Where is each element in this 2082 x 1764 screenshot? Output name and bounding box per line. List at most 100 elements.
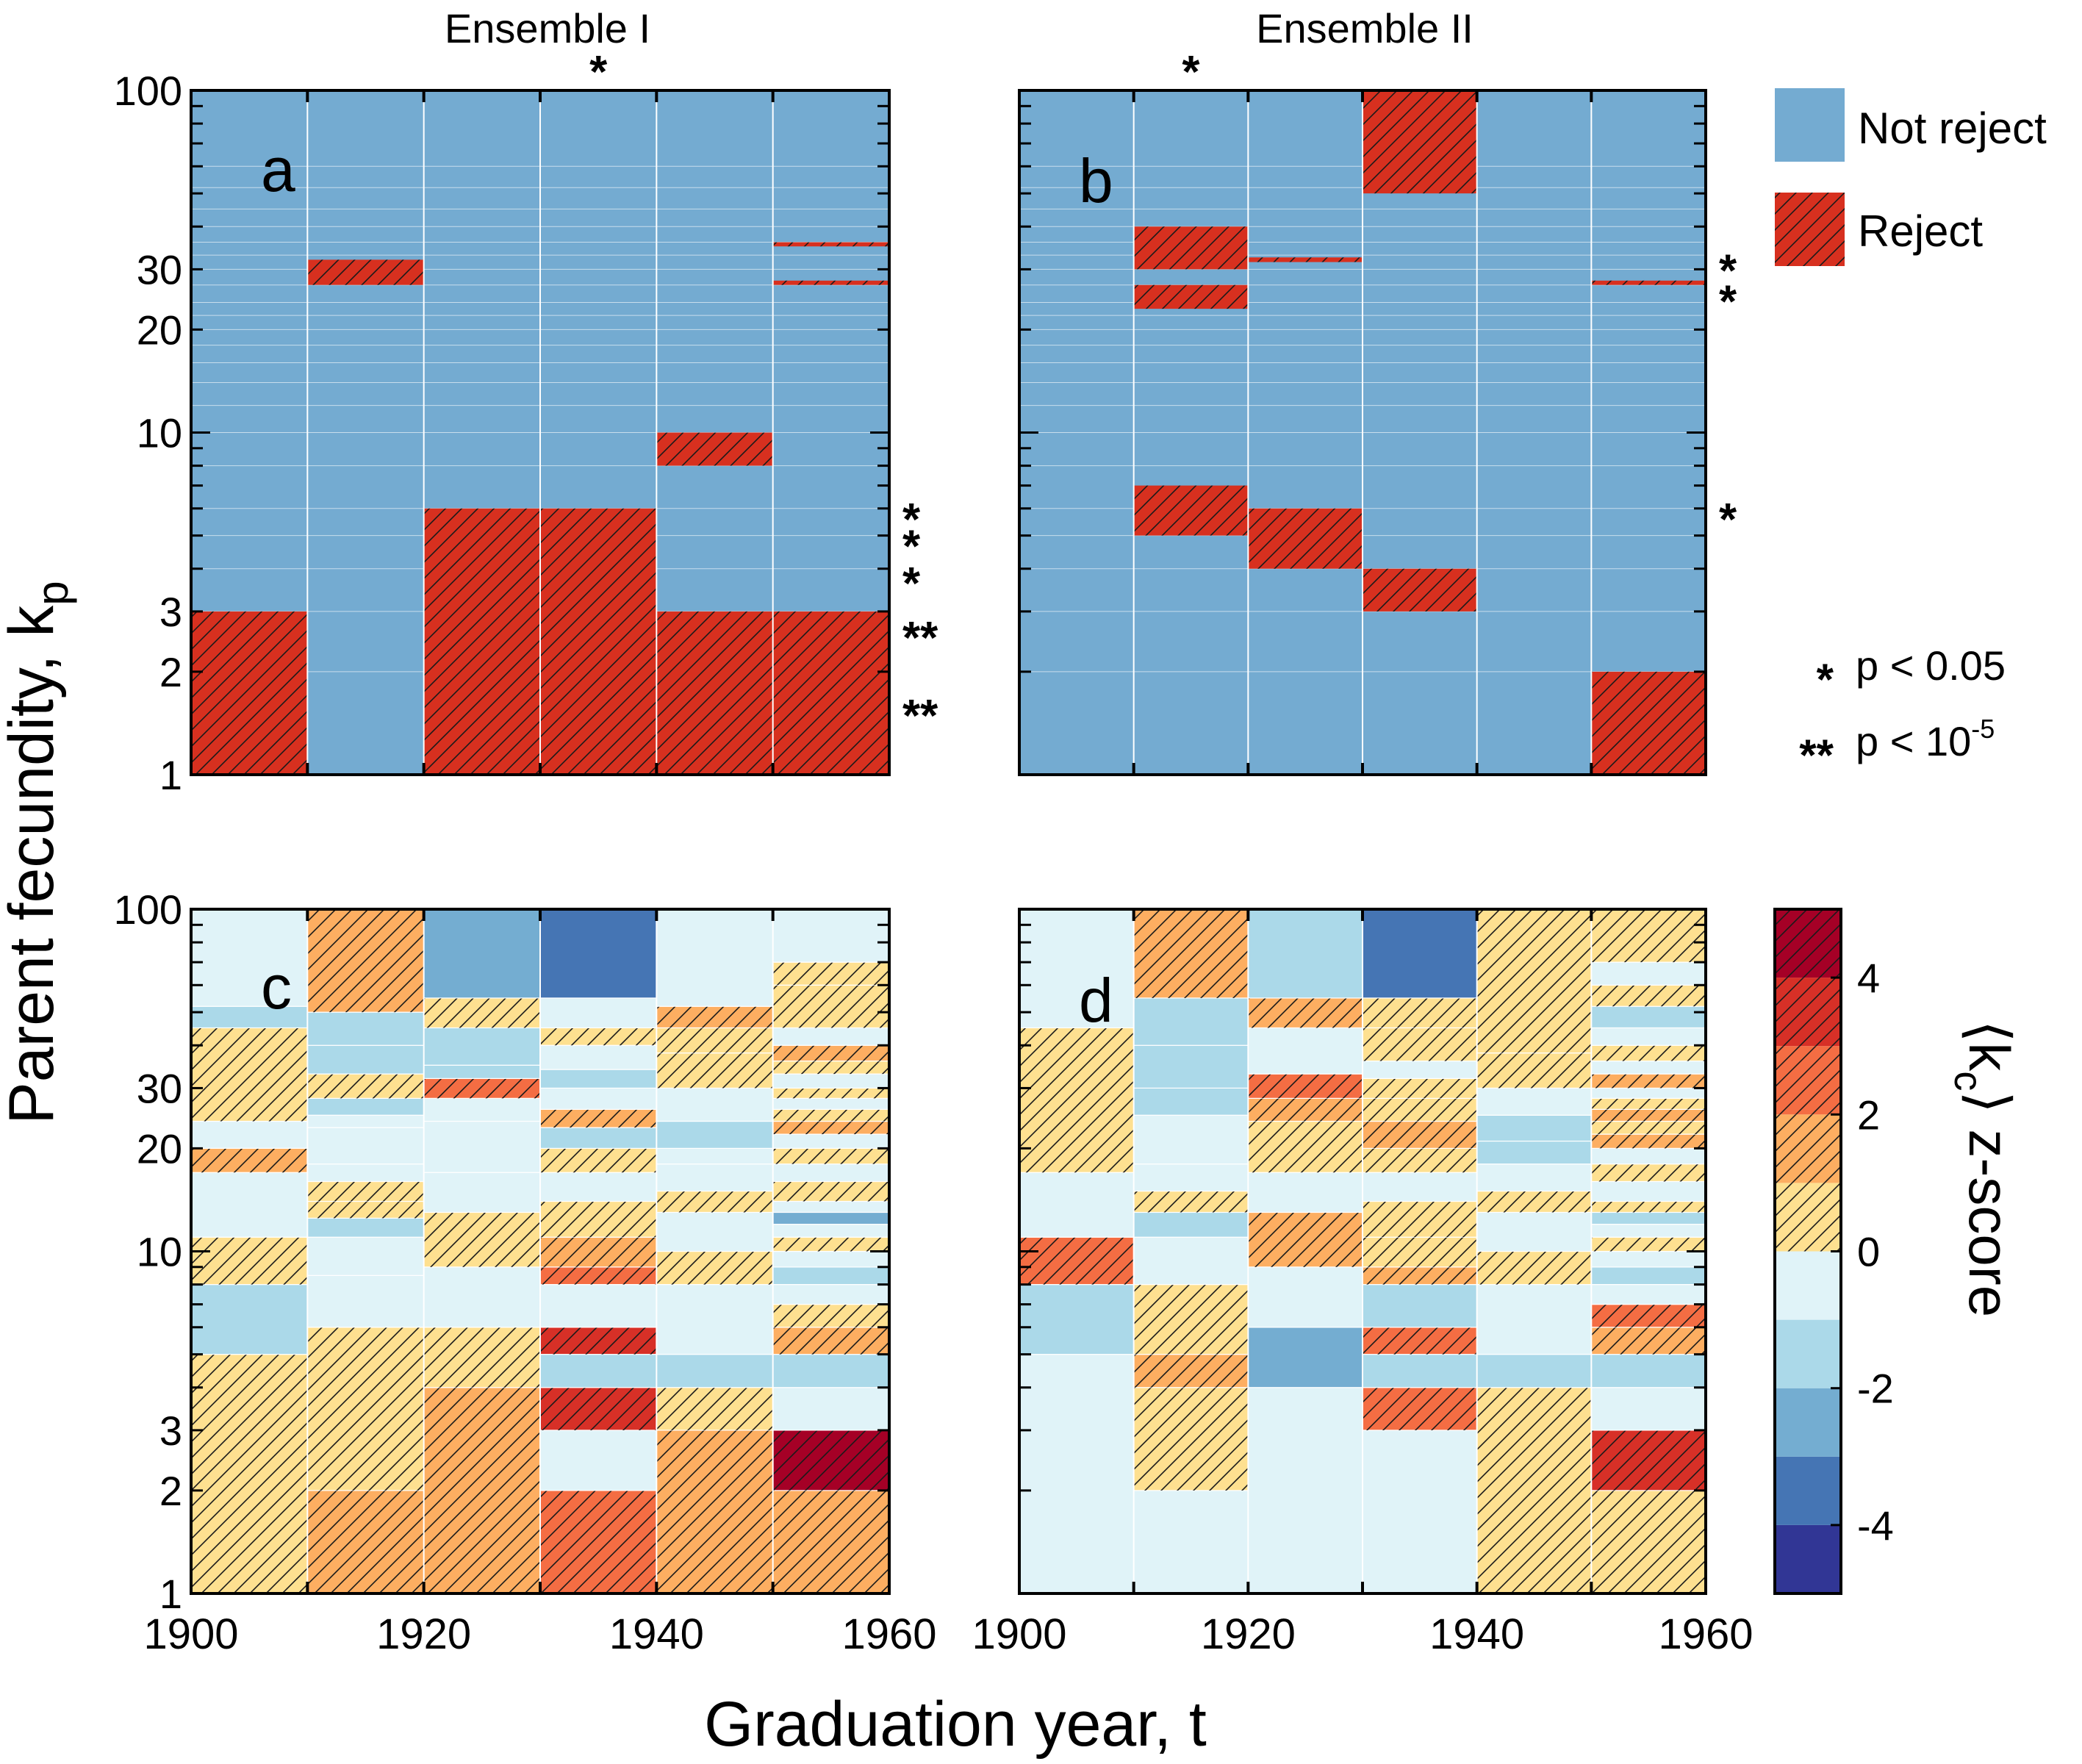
colorbar-bin-hatch: [1775, 1046, 1841, 1115]
heatmap-cell: [306, 1274, 425, 1328]
heatmap-cell-hatch: [772, 1088, 889, 1099]
heatmap-cell: [423, 1097, 541, 1122]
heatmap-cell-hatch: [772, 1061, 889, 1075]
panel-d-letter: d: [1079, 966, 1113, 1035]
heatmap-cell: [1590, 1211, 1706, 1225]
heatmap-cell-hatch: [191, 1148, 308, 1173]
x-tick-label: 1960: [1658, 1610, 1753, 1658]
y-axis-label: Parent fecundity, kp: [0, 581, 77, 1124]
heatmap-cell: [1590, 961, 1706, 986]
heatmap-cell: [1476, 1140, 1592, 1165]
heatmap-cell: [1590, 1224, 1706, 1238]
heatmap-cell: [772, 1200, 890, 1213]
reject-cell-hatch: [1248, 508, 1363, 569]
significance-marker-right: *: [1719, 276, 1737, 327]
y-tick-label: 20: [137, 1125, 182, 1172]
y-axis-label-main: Parent fecundity, k: [0, 605, 67, 1125]
heatmap-cell: [772, 1266, 890, 1286]
heatmap-cell-hatch: [1363, 1121, 1477, 1149]
colorbar-bin-hatch: [1775, 909, 1841, 978]
legend-reject-label: Reject: [1858, 207, 1983, 256]
y-tick-label: 30: [137, 1065, 182, 1111]
heatmap-cell: [1133, 1164, 1249, 1192]
reject-cell-hatch: [1363, 568, 1477, 612]
heatmap-cell: [1590, 1087, 1706, 1099]
heatmap-cell-hatch: [1476, 1387, 1592, 1593]
significance-marker-right: *: [902, 495, 921, 545]
heatmap-cell-hatch: [1363, 1387, 1477, 1430]
colorbar-label: ⟨kc⟩ z-score: [1946, 1020, 2022, 1317]
heatmap-cell: [190, 1005, 308, 1029]
heatmap-cell-hatch: [1363, 1266, 1477, 1285]
heatmap-cell-hatch: [307, 1201, 424, 1219]
heatmap-cell: [423, 1172, 541, 1213]
heatmap-cell: [772, 1133, 890, 1149]
reject-cell-hatch: [772, 611, 889, 775]
heatmap-cell-hatch: [1363, 1098, 1477, 1122]
heatmap-cell: [1476, 1211, 1592, 1252]
reject-cell-hatch: [1133, 284, 1249, 309]
y-tick-label: 1: [159, 752, 182, 798]
x-tick-label: 1960: [841, 1610, 936, 1658]
reject-cell-hatch: [191, 611, 308, 775]
panel-b-heatmap: ****: [1018, 47, 1737, 776]
x-axis-label: Graduation year, t: [704, 1689, 1207, 1760]
heatmap-cell: [656, 908, 774, 1007]
panel-d-heatmap: 1900 1920 1940 1960: [972, 908, 1753, 1658]
heatmap-cell: [1362, 1172, 1478, 1202]
heatmap-cell-hatch: [423, 1078, 540, 1099]
heatmap-cell: [1133, 997, 1249, 1046]
heatmap-cell: [423, 1266, 541, 1328]
heatmap-cell: [772, 1211, 890, 1225]
heatmap-cell-hatch: [1133, 1387, 1249, 1491]
pvalue-two-star-text: p < 10-5: [1856, 714, 1995, 764]
heatmap-cell-hatch: [307, 909, 424, 1013]
heatmap-cell-hatch: [1476, 1251, 1592, 1285]
heatmap-cell-hatch: [772, 985, 889, 1028]
heatmap-cell-hatch: [1248, 1098, 1363, 1122]
heatmap-cell-hatch: [423, 997, 540, 1028]
x-tick-label: 1900: [143, 1610, 238, 1658]
heatmap-cell-hatch: [656, 1053, 773, 1089]
heatmap-cell: [772, 1027, 890, 1046]
heatmap-cell: [1019, 1172, 1135, 1238]
panel-b-title: Ensemble II: [1256, 5, 1473, 51]
pvalue-two-star: **: [1799, 731, 1834, 780]
heatmap-cell: [1247, 1266, 1363, 1328]
heatmap-cell-hatch: [1248, 997, 1363, 1028]
heatmap-cell-hatch: [1363, 1148, 1477, 1173]
heatmap-cell: [1362, 1284, 1478, 1328]
heatmap-cell-hatch: [191, 1237, 308, 1285]
heatmap-cell-hatch: [1591, 1098, 1706, 1110]
heatmap-cell-hatch: [307, 1181, 424, 1202]
significance-marker-right: **: [902, 613, 938, 664]
heatmap-cell: [1133, 1211, 1249, 1238]
heatmap-cell: [1476, 1087, 1592, 1116]
x-tick-label: 1940: [1429, 1610, 1524, 1658]
heatmap-cell: [1247, 1172, 1363, 1213]
heatmap-cell: [772, 908, 890, 963]
y-tick-label: 30: [137, 246, 182, 293]
heatmap-cell: [1590, 1147, 1706, 1165]
colorbar-bin: [1775, 1456, 1841, 1525]
heatmap-cell: [1476, 1164, 1592, 1192]
heatmap-cell: [772, 1164, 890, 1183]
heatmap-cell: [190, 908, 308, 1007]
heatmap-cell-hatch: [1248, 1121, 1363, 1173]
reject-cell-hatch: [656, 611, 773, 775]
colorbar-bin-hatch: [1775, 978, 1841, 1047]
heatmap-cell-hatch: [540, 1201, 657, 1238]
heatmap-cell: [539, 1354, 657, 1388]
heatmap-cell: [1362, 908, 1478, 999]
heatmap-cell: [1476, 1354, 1592, 1388]
reject-cell-hatch: [1133, 226, 1249, 270]
heatmap-cell-hatch: [656, 1006, 773, 1028]
heatmap-cell: [656, 1354, 774, 1388]
heatmap-cell-hatch: [540, 1327, 657, 1355]
heatmap-cell: [306, 1097, 425, 1116]
heatmap-cell-hatch: [772, 962, 889, 986]
y-tick-label: 100: [114, 886, 182, 933]
heatmap-cell: [1476, 1284, 1592, 1355]
colorbar-tick-label: -4: [1857, 1502, 1894, 1549]
heatmap-cell: [190, 1120, 308, 1149]
